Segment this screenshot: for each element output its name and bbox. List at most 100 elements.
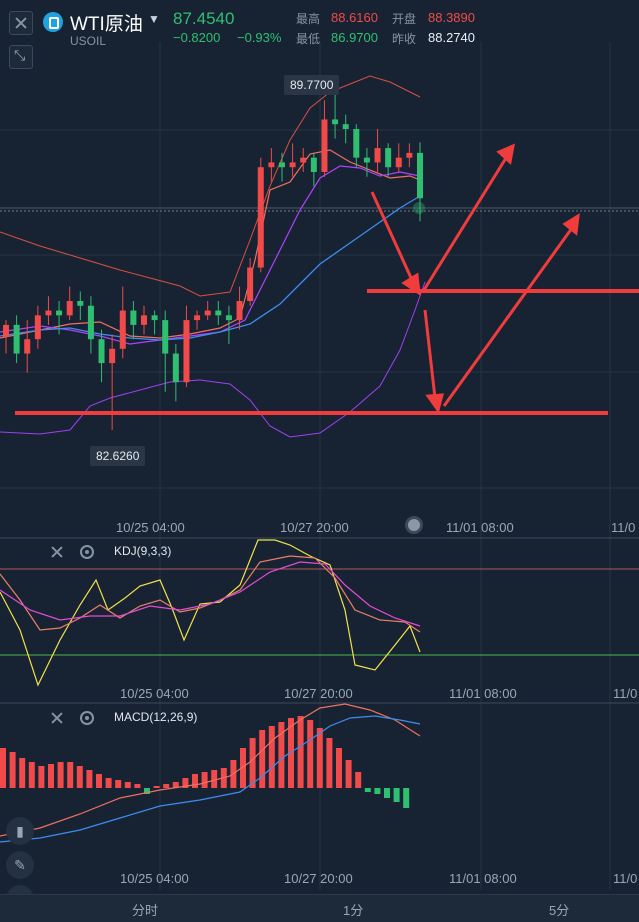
macd-bar — [192, 774, 198, 788]
macd-bar — [134, 784, 141, 788]
close-icon — [15, 17, 27, 29]
ma-purple-line — [0, 165, 421, 345]
candle-body — [98, 339, 105, 364]
macd-histogram — [0, 716, 410, 808]
macd-bar — [124, 782, 131, 788]
macd-bar — [96, 774, 102, 788]
chevron-down-icon[interactable]: ▼ — [148, 12, 160, 26]
candle-body — [56, 310, 63, 316]
collapse-button[interactable]: ⤡ — [9, 45, 33, 69]
close-macd-icon[interactable] — [51, 712, 63, 724]
candle-body — [236, 301, 243, 321]
macd-bar — [67, 762, 74, 788]
candle-body — [247, 267, 254, 301]
oil-drop-icon — [43, 12, 63, 32]
macd-bar — [28, 762, 35, 788]
symbol-code: USOIL — [70, 34, 107, 48]
tab-1min[interactable]: 1分 — [343, 903, 364, 918]
candle-body — [215, 310, 222, 316]
x-label: 10/27 20:00 — [284, 686, 353, 701]
close-button[interactable] — [9, 11, 33, 35]
candle-body — [406, 152, 413, 158]
macd-bar — [153, 786, 160, 788]
scroll-handle[interactable] — [408, 519, 420, 531]
macd-bar — [240, 748, 246, 788]
x-label: 10/25 04:00 — [116, 520, 185, 535]
candle-body — [374, 148, 381, 163]
macd-bar — [268, 726, 275, 788]
open-value: 88.3890 — [428, 10, 475, 25]
candle-body — [417, 152, 423, 199]
kdj-j-line — [0, 539, 421, 687]
macd-bar — [9, 752, 16, 788]
macd-bar — [316, 728, 323, 788]
candle-body — [172, 353, 179, 383]
candle-body — [141, 315, 147, 325]
candlestick-series — [3, 87, 423, 430]
macd-bar — [211, 770, 218, 788]
last-price: 87.4540 — [173, 9, 235, 28]
x-label: 10/27 20:00 — [284, 871, 353, 886]
bollinger-upper-line — [0, 75, 421, 297]
macd-bar — [144, 788, 150, 794]
x-label: 11/01 08:00 — [449, 871, 517, 886]
max-price-tag: 89.7700 — [284, 75, 340, 95]
trend-arrows — [370, 143, 580, 414]
macd-bar — [182, 778, 189, 788]
tab-5min[interactable]: 5分 — [549, 903, 570, 918]
prev-close-label: 昨收 — [392, 32, 417, 46]
candle-body — [257, 167, 264, 268]
candle-body — [300, 157, 307, 163]
eye-icon[interactable] — [80, 545, 94, 559]
macd-bar — [393, 788, 400, 802]
x-label: 10/27 20:00 — [280, 520, 349, 535]
macd-dif-line — [0, 703, 421, 837]
bar-chart-icon[interactable]: ▮ — [6, 817, 34, 845]
candle-body — [353, 129, 360, 158]
macd-bar — [355, 772, 362, 788]
macd-bar — [86, 770, 93, 788]
candle-body — [77, 301, 84, 306]
candle-body — [13, 324, 20, 354]
close-kdj-icon[interactable] — [51, 546, 63, 558]
macd-bar — [288, 718, 294, 788]
high-label: 最高 — [296, 12, 321, 26]
macd-bar — [163, 784, 170, 788]
macd-bar — [336, 748, 342, 788]
macd-dea-line — [0, 715, 421, 843]
open-label: 开盘 — [392, 12, 417, 26]
low-value: 86.9700 — [331, 30, 378, 45]
timeframe-bar: 分时 1分 5分 — [0, 894, 639, 922]
x-label: 10/25 04:00 — [120, 871, 189, 886]
candle-body — [109, 348, 116, 364]
macd-bar — [201, 772, 208, 788]
candle-body — [194, 315, 201, 321]
prev-close-value: 88.2740 — [428, 30, 475, 45]
eye-icon[interactable] — [80, 711, 94, 725]
tab-timeshare[interactable]: 分时 — [132, 903, 159, 918]
candle-body — [151, 315, 158, 321]
low-label: 最低 — [296, 32, 321, 46]
macd-title: MACD(12,26,9) — [114, 710, 198, 724]
x-label: 10/25 04:00 — [120, 686, 189, 701]
symbol-name[interactable]: WTI原油 — [70, 14, 143, 35]
candle-body — [342, 124, 349, 129]
candle-body — [363, 157, 370, 163]
ma-blue-line — [0, 195, 421, 341]
macd-bar — [364, 788, 371, 792]
candle-body — [183, 320, 190, 383]
macd-bar — [249, 738, 256, 788]
macd-bar — [19, 758, 26, 788]
candle-body — [119, 310, 126, 349]
macd-bar — [374, 788, 381, 794]
candle-body — [66, 301, 73, 316]
candle-body — [3, 324, 9, 337]
macd-bar — [76, 766, 83, 788]
macd-bar — [105, 778, 112, 788]
candle-body — [310, 157, 317, 172]
macd-bar — [403, 788, 410, 808]
candle-body — [204, 310, 211, 316]
pencil-icon[interactable]: ✎ — [6, 851, 34, 879]
bollinger-lower-line — [0, 281, 426, 438]
